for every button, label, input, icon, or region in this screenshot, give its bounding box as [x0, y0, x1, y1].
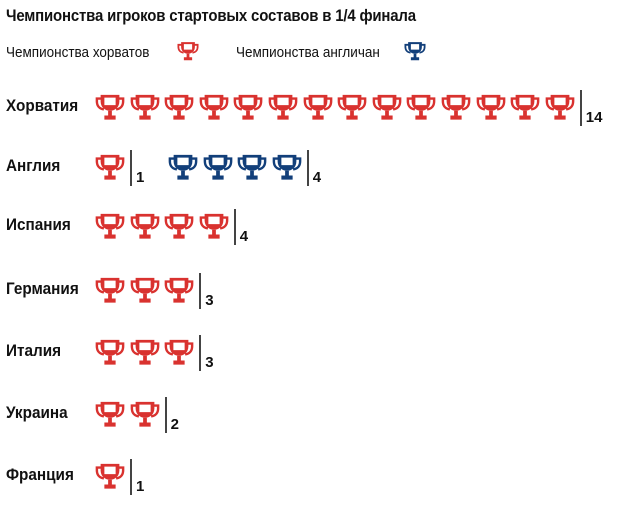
- value-label: 3: [205, 354, 214, 371]
- legend-item-english: Чемпионства англичан: [236, 40, 396, 64]
- group-separator: [233, 209, 236, 245]
- croatian-trophy-icon: [95, 154, 125, 180]
- english-trophy-icon: [168, 154, 198, 180]
- group-separator: [199, 273, 202, 309]
- croatian-trophy-icon: [130, 213, 159, 239]
- croatian-trophy-icon: [476, 94, 505, 120]
- row-label: Испания: [6, 215, 71, 234]
- croatian-trophy-icon: [130, 401, 159, 427]
- group-separator: [579, 90, 582, 126]
- group-separator: [164, 397, 167, 433]
- croatian-trophy-icon: [268, 94, 298, 120]
- croatian-trophy-icon: [199, 94, 229, 120]
- legend-label-croatian: Чемпионства хорватов: [6, 43, 150, 61]
- value-label: 1: [136, 478, 145, 495]
- croatian-trophy-icon: [95, 463, 125, 489]
- croatian-trophy-icon: [164, 213, 194, 239]
- croatian-trophy-icon: [95, 213, 125, 239]
- legend-trophy-icon-english: [404, 42, 426, 61]
- legend-trophy-icon-croatian: [177, 42, 199, 61]
- croatian-trophy-icon: [510, 94, 540, 120]
- legend-item-croatian: Чемпионства хорватов: [6, 40, 165, 64]
- row-label: Англия: [6, 156, 61, 175]
- croatian-trophy-icon: [164, 277, 194, 303]
- group-separator: [130, 150, 132, 186]
- croatian-trophy-icon: [407, 94, 436, 120]
- croatian-trophy-icon: [303, 94, 332, 120]
- row-label: Франция: [6, 465, 74, 484]
- group-separator: [199, 335, 202, 371]
- croatian-trophy-icon: [164, 339, 194, 365]
- english-trophy-icon: [237, 154, 267, 180]
- value-label: 1: [136, 169, 145, 186]
- row-label: Хорватия: [6, 96, 79, 115]
- value-label: 4: [312, 169, 322, 186]
- croatian-trophy-icon: [164, 94, 194, 120]
- row-label: Украина: [6, 403, 68, 422]
- croatian-trophy-icon: [545, 94, 575, 120]
- legend-label-english: Чемпионства англичан: [236, 43, 380, 61]
- croatian-trophy-icon: [95, 339, 125, 365]
- chart-title: Чемпионства игроков стартовых составов в…: [6, 6, 416, 25]
- value-label: 14: [585, 109, 603, 126]
- croatian-trophy-icon: [337, 94, 367, 120]
- croatian-trophy-icon: [130, 277, 159, 303]
- english-trophy-icon: [272, 154, 302, 180]
- croatian-trophy-icon: [130, 339, 159, 365]
- croatian-trophy-icon: [95, 401, 125, 427]
- croatian-trophy-icon: [234, 94, 263, 120]
- group-separator: [306, 150, 309, 186]
- croatian-trophy-icon: [130, 94, 159, 120]
- english-trophy-icon: [203, 154, 232, 180]
- croatian-trophy-icon: [199, 213, 229, 239]
- croatian-trophy-icon: [95, 94, 125, 120]
- row-label: Италия: [6, 341, 62, 360]
- group-separator: [130, 459, 132, 495]
- croatian-trophy-icon: [372, 94, 402, 120]
- croatian-trophy-icon: [441, 94, 471, 120]
- row-label: Германия: [6, 279, 79, 298]
- value-label: 4: [239, 228, 249, 245]
- value-label: 3: [205, 292, 214, 309]
- croatian-trophy-icon: [95, 277, 125, 303]
- value-label: 2: [170, 416, 179, 433]
